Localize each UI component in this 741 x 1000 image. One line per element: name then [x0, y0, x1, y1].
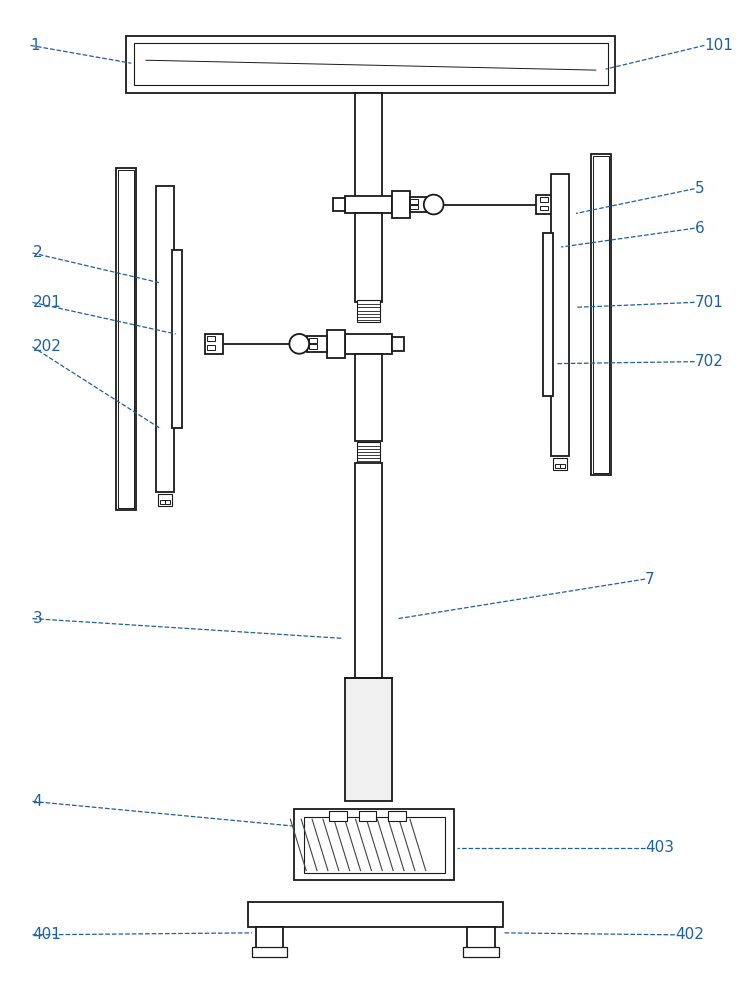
Bar	[555, 464, 560, 468]
Bar	[593, 156, 608, 473]
Text: 403: 403	[645, 840, 674, 855]
Bar	[160, 500, 165, 504]
Bar	[392, 337, 404, 351]
Bar	[305, 817, 445, 873]
Bar	[355, 463, 382, 678]
Bar	[536, 195, 554, 214]
Bar	[410, 205, 418, 209]
Bar	[247, 902, 503, 927]
Text: 101: 101	[705, 38, 734, 53]
Circle shape	[290, 334, 309, 354]
Text: 402: 402	[675, 927, 704, 942]
Bar	[410, 199, 418, 204]
Text: 5: 5	[694, 181, 704, 196]
Bar	[356, 300, 380, 322]
Bar	[345, 678, 392, 801]
Text: 6: 6	[694, 221, 704, 236]
Bar	[333, 198, 345, 211]
Bar	[309, 338, 317, 343]
Bar	[540, 206, 548, 210]
Bar	[158, 494, 172, 506]
Bar	[543, 233, 554, 396]
Bar	[355, 93, 382, 199]
Bar	[205, 334, 223, 354]
Bar	[355, 354, 382, 441]
Bar	[356, 442, 380, 463]
Bar	[294, 809, 454, 880]
Circle shape	[424, 195, 444, 214]
Bar	[256, 927, 284, 949]
Text: 2: 2	[33, 245, 42, 260]
Bar	[359, 811, 376, 821]
Bar	[388, 811, 406, 821]
Bar	[116, 168, 136, 510]
Bar	[345, 196, 392, 213]
Text: 702: 702	[694, 354, 723, 369]
Bar	[591, 154, 611, 475]
Text: 201: 201	[33, 295, 62, 310]
Bar	[156, 186, 173, 492]
Bar	[252, 947, 288, 957]
Text: 7: 7	[645, 572, 655, 587]
Bar	[119, 170, 134, 508]
Bar	[207, 336, 215, 341]
Bar	[172, 250, 182, 428]
Text: 4: 4	[33, 794, 42, 809]
Bar	[392, 198, 404, 211]
Bar	[345, 334, 392, 354]
Bar	[355, 213, 382, 302]
Bar	[126, 36, 616, 93]
Text: 3: 3	[33, 611, 42, 626]
Bar	[463, 947, 499, 957]
Bar	[392, 191, 410, 218]
Bar	[540, 197, 548, 202]
Bar	[554, 458, 567, 470]
Bar	[308, 336, 327, 352]
Bar	[309, 344, 317, 349]
Bar	[134, 43, 608, 85]
Text: 701: 701	[694, 295, 723, 310]
Bar	[165, 500, 170, 504]
Bar	[329, 811, 347, 821]
Text: 401: 401	[33, 927, 62, 942]
Bar	[333, 337, 345, 351]
Bar	[551, 174, 569, 456]
Text: 1: 1	[30, 38, 40, 53]
Bar	[468, 927, 495, 949]
Bar	[410, 197, 430, 212]
Text: 202: 202	[33, 339, 62, 354]
Bar	[560, 464, 565, 468]
Bar	[207, 345, 215, 350]
Bar	[327, 330, 345, 358]
